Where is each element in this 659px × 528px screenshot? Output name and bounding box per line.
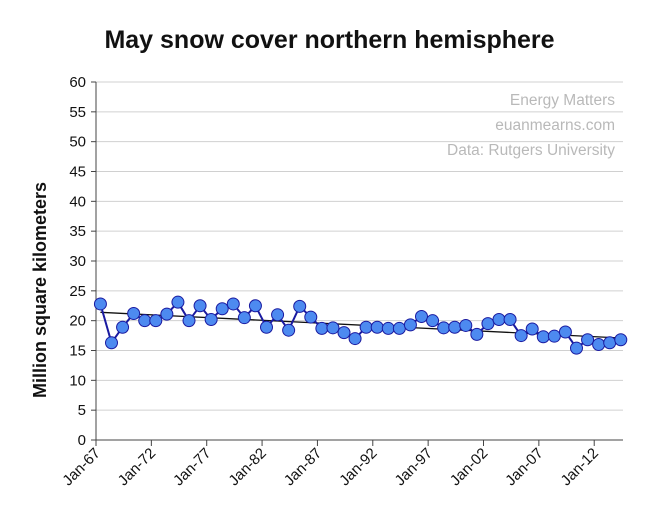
data-point-18 xyxy=(293,299,307,313)
data-point-39 xyxy=(525,322,539,336)
y-tick-label-0: 0 xyxy=(78,432,86,449)
y-tick-label-60: 60 xyxy=(69,74,86,91)
data-point-45 xyxy=(592,338,606,352)
data-point-2 xyxy=(116,320,130,334)
data-point-4 xyxy=(138,314,152,328)
data-point-15 xyxy=(260,320,273,334)
data-point-22 xyxy=(337,326,351,340)
data-point-21 xyxy=(326,321,340,335)
x-tick-label-Jan-87: Jan-87 xyxy=(281,445,325,489)
data-point-1 xyxy=(105,336,118,350)
y-tick-label-45: 45 xyxy=(69,164,86,181)
data-point-30 xyxy=(426,314,440,328)
data-point-37 xyxy=(503,312,517,326)
x-tick-label-Jan-07: Jan-07 xyxy=(502,445,546,489)
data-point-14 xyxy=(248,299,262,313)
x-tick-label-Jan-97: Jan-97 xyxy=(392,445,436,489)
y-tick-label-10: 10 xyxy=(69,372,86,389)
data-point-32 xyxy=(448,320,462,334)
y-tick-label-5: 5 xyxy=(78,402,86,419)
y-tick-label-55: 55 xyxy=(69,104,86,121)
data-point-23 xyxy=(348,332,362,346)
x-tick-label-Jan-02: Jan-02 xyxy=(447,445,491,489)
data-point-17 xyxy=(282,323,296,337)
data-point-41 xyxy=(547,329,561,343)
data-point-36 xyxy=(492,312,506,326)
data-point-34 xyxy=(470,327,484,341)
axes xyxy=(91,81,623,446)
data-point-12 xyxy=(226,297,240,311)
data-point-5 xyxy=(149,314,163,328)
y-tick-label-35: 35 xyxy=(69,223,86,240)
credit-energy-matters: Energy Matters xyxy=(509,92,615,109)
x-tick-label-Jan-77: Jan-77 xyxy=(170,445,214,489)
data-point-27 xyxy=(392,321,406,335)
data-point-3 xyxy=(127,307,141,321)
y-tick-label-40: 40 xyxy=(69,193,86,210)
x-tick-label-Jan-72: Jan-72 xyxy=(115,445,159,489)
x-tick-label-Jan-92: Jan-92 xyxy=(336,445,380,489)
data-point-11 xyxy=(215,302,229,316)
y-axis-label: Million square kilometers xyxy=(30,182,50,398)
data-point-16 xyxy=(271,308,285,322)
x-tick-label-Jan-67: Jan-67 xyxy=(59,445,103,489)
data-point-7 xyxy=(171,295,185,309)
data-point-42 xyxy=(558,325,572,339)
data-point-13 xyxy=(237,311,251,325)
credit-website: euanmearns.com xyxy=(495,117,615,134)
data-point-46 xyxy=(603,336,617,350)
series-layer xyxy=(93,295,628,355)
chart-title: May snow cover northern hemisphere xyxy=(104,26,555,54)
data-point-35 xyxy=(481,317,495,331)
data-point-29 xyxy=(415,309,428,323)
data-point-25 xyxy=(370,320,384,334)
data-point-38 xyxy=(514,329,528,343)
data-point-33 xyxy=(459,318,473,332)
gridlines xyxy=(96,81,623,411)
x-tick-label-Jan-82: Jan-82 xyxy=(225,445,269,489)
data-point-44 xyxy=(581,333,595,347)
x-tick-label-Jan-12: Jan-12 xyxy=(558,445,602,489)
data-point-26 xyxy=(381,321,395,335)
data-point-10 xyxy=(204,312,218,326)
data-point-47 xyxy=(614,333,628,347)
data-point-40 xyxy=(536,330,550,344)
data-point-6 xyxy=(160,307,174,321)
y-tick-label-25: 25 xyxy=(69,283,86,300)
data-point-9 xyxy=(193,299,207,313)
data-point-31 xyxy=(437,321,451,335)
data-point-43 xyxy=(570,341,583,355)
data-point-19 xyxy=(304,310,318,324)
data-point-8 xyxy=(182,314,196,328)
y-tick-label-50: 50 xyxy=(69,134,86,151)
credit-data-source: Data: Rutgers University xyxy=(447,142,615,159)
data-point-28 xyxy=(403,318,417,332)
data-point-20 xyxy=(315,321,329,335)
y-tick-label-20: 20 xyxy=(69,313,86,330)
data-point-0 xyxy=(93,297,107,311)
data-point-24 xyxy=(359,320,373,334)
y-tick-label-15: 15 xyxy=(69,343,86,360)
y-tick-label-30: 30 xyxy=(69,253,86,270)
